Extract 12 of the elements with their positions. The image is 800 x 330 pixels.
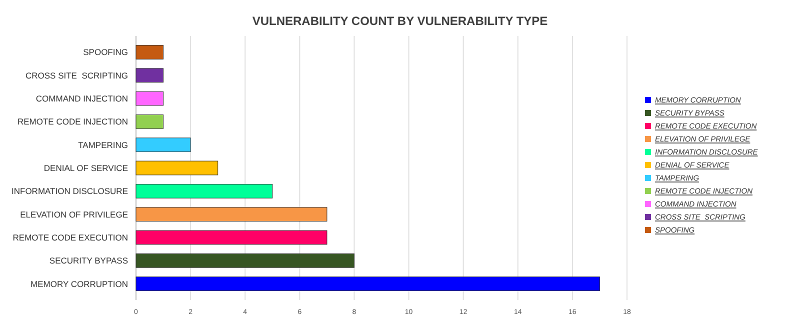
y-tick-label: COMMAND INJECTION bbox=[36, 94, 128, 104]
y-tick-label: SECURITY BYPASS bbox=[49, 256, 128, 266]
y-tick-label: INFORMATION DISCLOSURE bbox=[12, 186, 128, 196]
y-tick-label: MEMORY CORRUPTION bbox=[30, 278, 128, 289]
y-tick-label: SPOOFING bbox=[83, 47, 128, 58]
y-tick-label: DENIAL OF SERVICE bbox=[44, 162, 128, 173]
y-tick-label: REMOTE CODE INJECTION bbox=[17, 116, 128, 127]
y-tick-label: ELEVATION OF PRIVILEGE bbox=[20, 209, 128, 220]
y-tick-label: TAMPERING bbox=[78, 140, 128, 150]
chart-title: VULNERABILITY COUNT BY VULNERABILITY TYPE bbox=[252, 14, 548, 28]
y-tick-label: CROSS SITE SCRIPTING bbox=[26, 70, 128, 80]
y-tick-label: REMOTE CODE EXECUTION bbox=[12, 232, 128, 242]
